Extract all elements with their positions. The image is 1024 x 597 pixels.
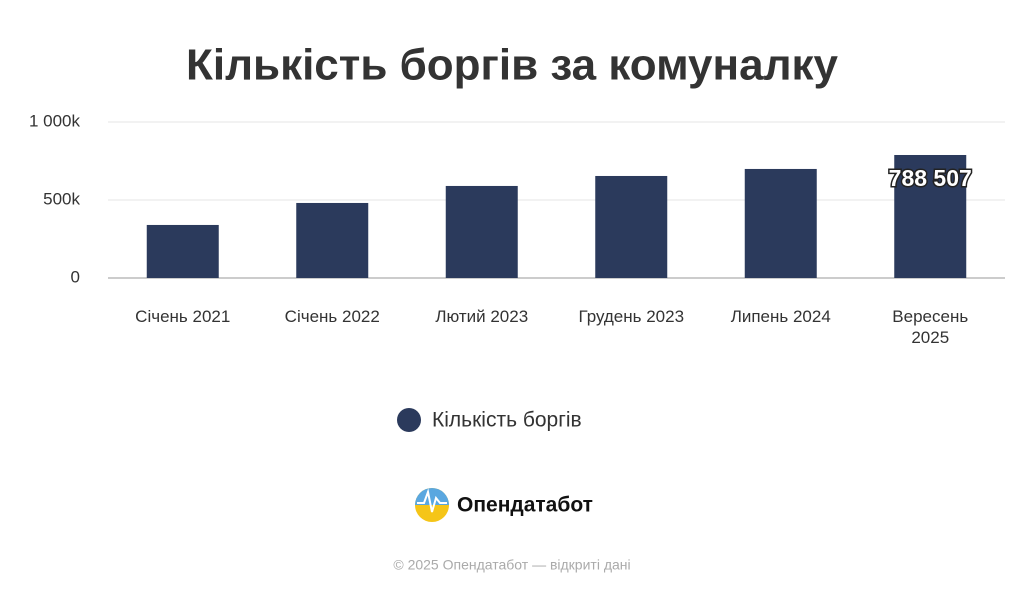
data-label: 788 507: [889, 165, 972, 191]
chart-title: Кількість боргів за комуналку: [186, 41, 839, 90]
y-tick-label: 1 000k: [29, 111, 81, 130]
x-tick-label: Лютий 2023: [435, 307, 529, 326]
footer: © 2025 Опендатабот — відкриті дані: [393, 557, 630, 573]
logo-icon: [415, 488, 449, 522]
legend-marker: [397, 408, 421, 432]
y-tick-label: 0: [71, 267, 80, 286]
bar: [744, 168, 817, 278]
x-tick-label: Грудень 2023: [578, 307, 685, 326]
x-tick-label: Вересень 2025: [892, 307, 969, 347]
bar: [445, 185, 518, 278]
bar: [146, 224, 219, 278]
x-tick-label: Січень 2021: [135, 307, 231, 326]
bar: [296, 202, 369, 278]
x-tick-label: Липень 2024: [730, 307, 831, 326]
x-tick-label: Січень 2022: [284, 307, 380, 326]
y-tick-label: 500k: [43, 189, 80, 208]
bar: [595, 175, 668, 278]
legend-label: Кількість боргів: [432, 409, 582, 432]
bar: [894, 154, 967, 278]
logo-text: Опендатабот: [457, 494, 593, 517]
